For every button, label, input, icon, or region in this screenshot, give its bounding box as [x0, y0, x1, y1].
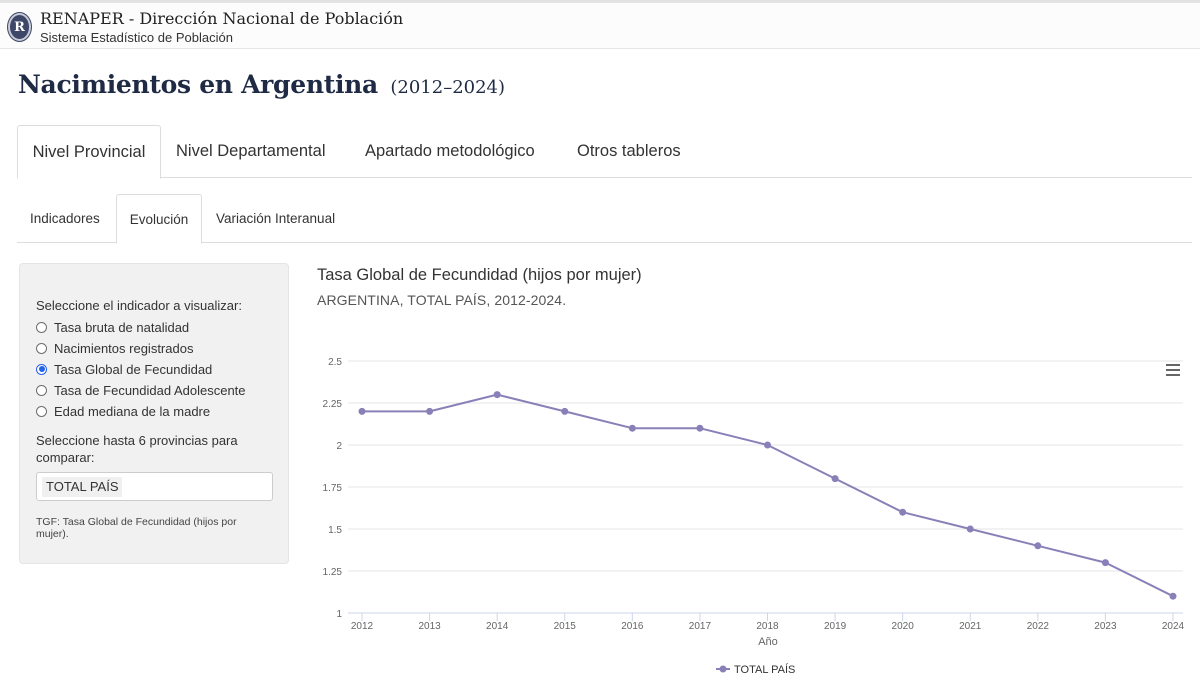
sub-tabs: Indicadores Evolución Variación Interanu…: [17, 194, 1192, 244]
radio-tasa-fecundidad-adolescente[interactable]: Tasa de Fecundidad Adolescente: [36, 381, 246, 399]
y-tick-label: 1.25: [323, 567, 343, 578]
y-tick-label: 2: [336, 441, 342, 452]
radio-button[interactable]: [36, 342, 47, 354]
page-title-years: (2012–2024): [390, 77, 506, 98]
filter-panel: Seleccione el indicador a visualizar: Ta…: [19, 263, 289, 564]
x-tick-label: 2013: [418, 621, 441, 632]
data-point: [899, 508, 907, 516]
indicator-label: Seleccione el indicador a visualizar:: [36, 298, 242, 313]
radio-label: Nacimientos registrados: [54, 340, 194, 356]
y-tick-label: 1.75: [323, 483, 343, 494]
radio-tasa-bruta-natalidad[interactable]: Tasa bruta de natalidad: [36, 318, 189, 336]
radio-label: Tasa bruta de natalidad: [54, 319, 190, 335]
subtab-indicadores[interactable]: Indicadores: [30, 211, 100, 226]
radio-button[interactable]: [36, 321, 47, 333]
data-point: [1034, 542, 1042, 550]
radio-label: Tasa de Fecundidad Adolescente: [54, 382, 246, 398]
province-label-line1: Seleccione hasta 6 provincias para: [36, 433, 238, 448]
data-point: [358, 407, 366, 415]
x-tick-label: 2024: [1162, 621, 1185, 632]
page-title: Nacimientos en Argentina (2012–2024): [18, 70, 505, 99]
radio-button-selected[interactable]: [36, 363, 47, 375]
tab-apartado-metodologico[interactable]: Apartado metodológico: [365, 142, 535, 160]
x-tick-label: 2012: [351, 621, 374, 632]
x-tick-label: 2016: [621, 621, 644, 632]
legend-marker: [719, 665, 727, 673]
data-point: [493, 391, 501, 399]
radio-button[interactable]: [36, 405, 47, 417]
data-point: [426, 407, 434, 415]
subtab-variacion-interanual[interactable]: Variación Interanual: [216, 211, 336, 226]
series-line: [362, 393, 1174, 598]
tab-nivel-provincial[interactable]: Nivel Provincial: [17, 125, 161, 179]
chart-subtitle: ARGENTINA, TOTAL PAÍS, 2012-2024.: [317, 292, 567, 308]
data-point: [1101, 559, 1109, 567]
subtab-evolucion[interactable]: Evolución: [116, 194, 202, 244]
y-tick-label: 1.5: [328, 525, 342, 536]
x-tick-label: 2021: [959, 621, 982, 632]
y-tick-label: 2.5: [328, 357, 342, 368]
org-name: RENAPER - Dirección Nacional de Població…: [40, 9, 404, 28]
radio-button[interactable]: [36, 384, 47, 396]
data-point: [764, 441, 771, 449]
x-tick-label: 2014: [486, 621, 509, 632]
x-tick-label: 2020: [892, 621, 915, 632]
province-label-line2: comparar:: [36, 450, 95, 465]
hamburger-menu-icon[interactable]: [1166, 364, 1180, 376]
x-tick-label: 2018: [756, 621, 779, 632]
y-tick-label: 2.25: [323, 399, 343, 410]
radio-nacimientos-registrados[interactable]: Nacimientos registrados: [36, 339, 193, 357]
data-point: [831, 475, 839, 483]
main-tabs: Nivel Provincial Nivel Departamental Apa…: [17, 125, 1192, 179]
logo-letter: R: [14, 19, 25, 35]
x-tick-label: 2022: [1027, 621, 1050, 632]
page-title-text: Nacimientos en Argentina: [18, 70, 378, 99]
x-tick-label: 2017: [689, 621, 712, 632]
legend-label: TOTAL PAÍS: [734, 663, 795, 676]
radio-tasa-global-fecundidad[interactable]: Tasa Global de Fecundidad: [36, 360, 212, 378]
top-header: R RENAPER - Dirección Nacional de Poblac…: [0, 0, 1200, 49]
x-tick-label: 2015: [554, 621, 577, 632]
province-select[interactable]: TOTAL PAÍS: [36, 472, 273, 501]
renaper-logo: R: [8, 13, 31, 41]
radio-edad-mediana-madre[interactable]: Edad mediana de la madre: [36, 402, 210, 420]
data-point: [628, 424, 636, 432]
data-point: [561, 407, 569, 415]
radio-label: Tasa Global de Fecundidad: [54, 361, 213, 377]
tab-nivel-departamental[interactable]: Nivel Departamental: [176, 142, 326, 160]
radio-label: Edad mediana de la madre: [54, 403, 211, 419]
x-tick-label: 2023: [1094, 621, 1117, 632]
selected-province-tag[interactable]: TOTAL PAÍS: [42, 477, 123, 497]
data-point: [1169, 592, 1177, 600]
y-tick-label: 1: [336, 609, 342, 620]
data-point: [696, 424, 704, 432]
x-tick-label: 2019: [824, 621, 847, 632]
x-axis-title: Año: [758, 636, 778, 648]
data-point: [966, 525, 974, 533]
org-subtitle: Sistema Estadístico de Población: [40, 30, 233, 45]
tab-otros-tableros[interactable]: Otros tableros: [577, 142, 681, 160]
chart-title: Tasa Global de Fecundidad (hijos por muj…: [317, 266, 642, 284]
tgf-note: TGF: Tasa Global de Fecundidad (hijos po…: [36, 516, 237, 540]
